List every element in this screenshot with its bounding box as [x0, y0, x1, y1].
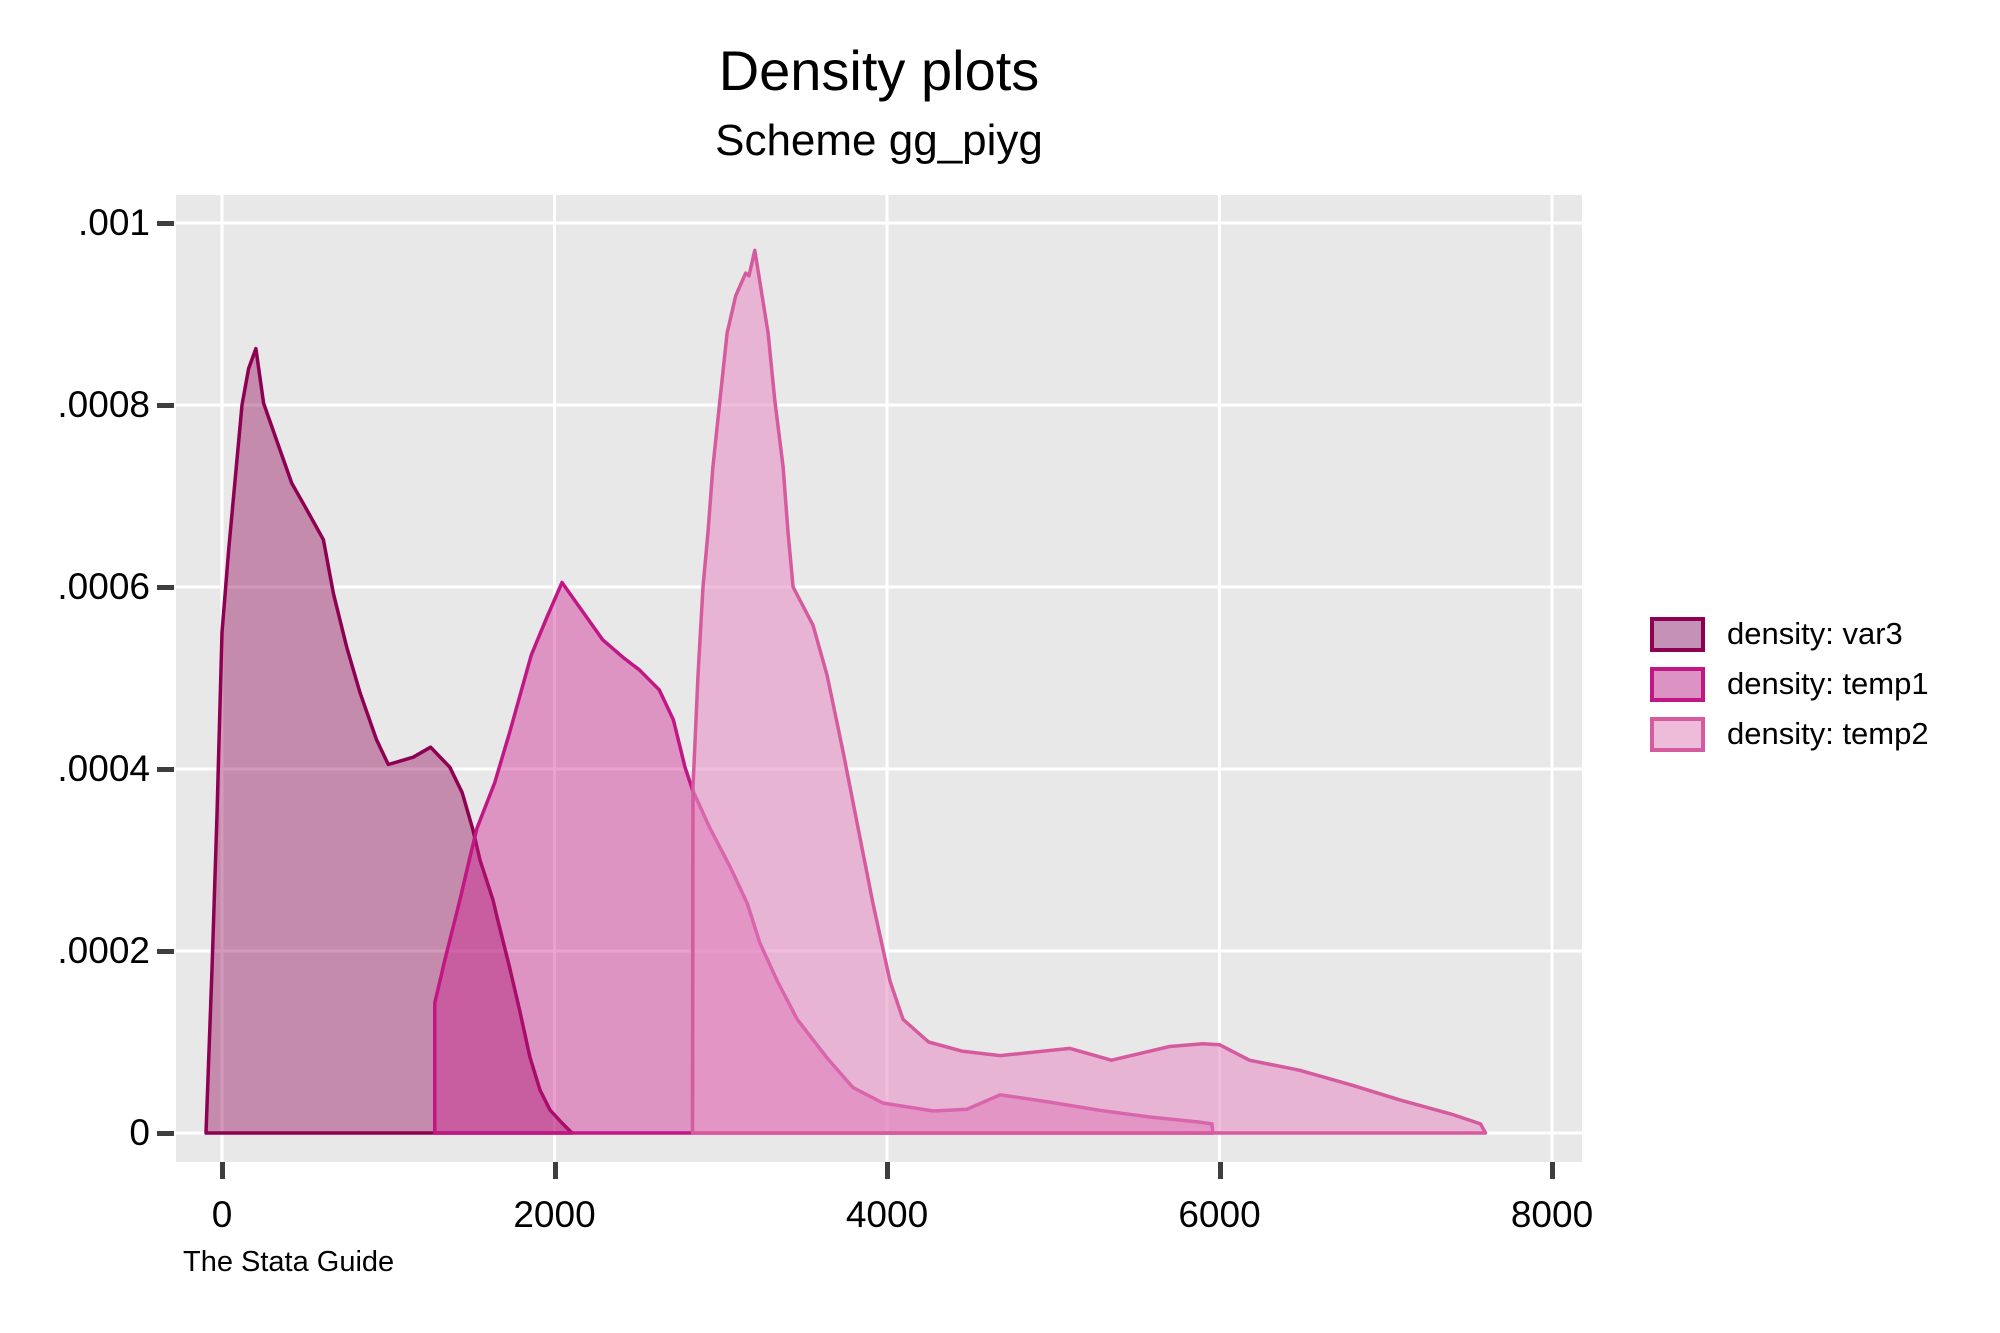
y-axis-tick-.0008 [157, 403, 174, 408]
legend-key-swatch-temp2 [1650, 716, 1705, 752]
y-axis-tick-0 [157, 1131, 174, 1136]
x-axis-label-0: 0 [211, 1194, 233, 1235]
x-axis-tick-0 [220, 1162, 225, 1179]
chart-subtitle: Scheme gg_piyg [715, 116, 1043, 165]
plot-area [176, 195, 1582, 1162]
legend-key-swatch-var3 [1650, 616, 1705, 652]
y-axis-label-0: 0 [129, 1112, 150, 1153]
y-axis-label-.0008: .0008 [57, 384, 150, 425]
x-axis-label-2000: 2000 [513, 1194, 596, 1235]
y-axis-label-.0004: .0004 [57, 748, 150, 789]
y-axis-label-.001: .001 [77, 202, 150, 243]
x-axis-label-4000: 4000 [845, 1194, 929, 1235]
x-axis-tick-4000 [885, 1162, 890, 1179]
y-axis-label-.0002: .0002 [57, 930, 150, 971]
y-axis-tick-.001 [157, 221, 174, 226]
x-axis-tick-8000 [1550, 1162, 1555, 1179]
legend: density: var3 density: temp1 density: temp… [1650, 616, 1929, 766]
x-axis-tick-6000 [1217, 1162, 1223, 1179]
legend-label-temp2: density: temp2 [1727, 716, 1929, 751]
density-chart-svg [176, 195, 1582, 1162]
y-axis-tick-.0006 [157, 585, 174, 590]
density-area-temp2 [690, 248, 1488, 1135]
x-axis-tick-2000 [552, 1162, 558, 1179]
x-axis-label-8000: 8000 [1510, 1194, 1594, 1235]
legend-label-var3: density: var3 [1727, 616, 1903, 651]
legend-row-var3: density: var3 [1650, 616, 1929, 652]
chart-title: Density plots [718, 39, 1040, 102]
caption: The Stata Guide [183, 1246, 395, 1278]
density-area-var3 [204, 346, 574, 1135]
legend-row-temp2: density: temp2 [1650, 716, 1929, 752]
legend-key-swatch-temp1 [1650, 666, 1705, 702]
y-axis-label-.0006: .0006 [57, 566, 150, 607]
legend-row-temp1: density: temp1 [1650, 666, 1929, 702]
y-axis-tick-.0004 [157, 767, 174, 772]
x-axis-label-6000: 6000 [1178, 1194, 1261, 1235]
legend-label-temp1: density: temp1 [1727, 666, 1929, 701]
y-axis-tick-.0002 [157, 949, 174, 954]
